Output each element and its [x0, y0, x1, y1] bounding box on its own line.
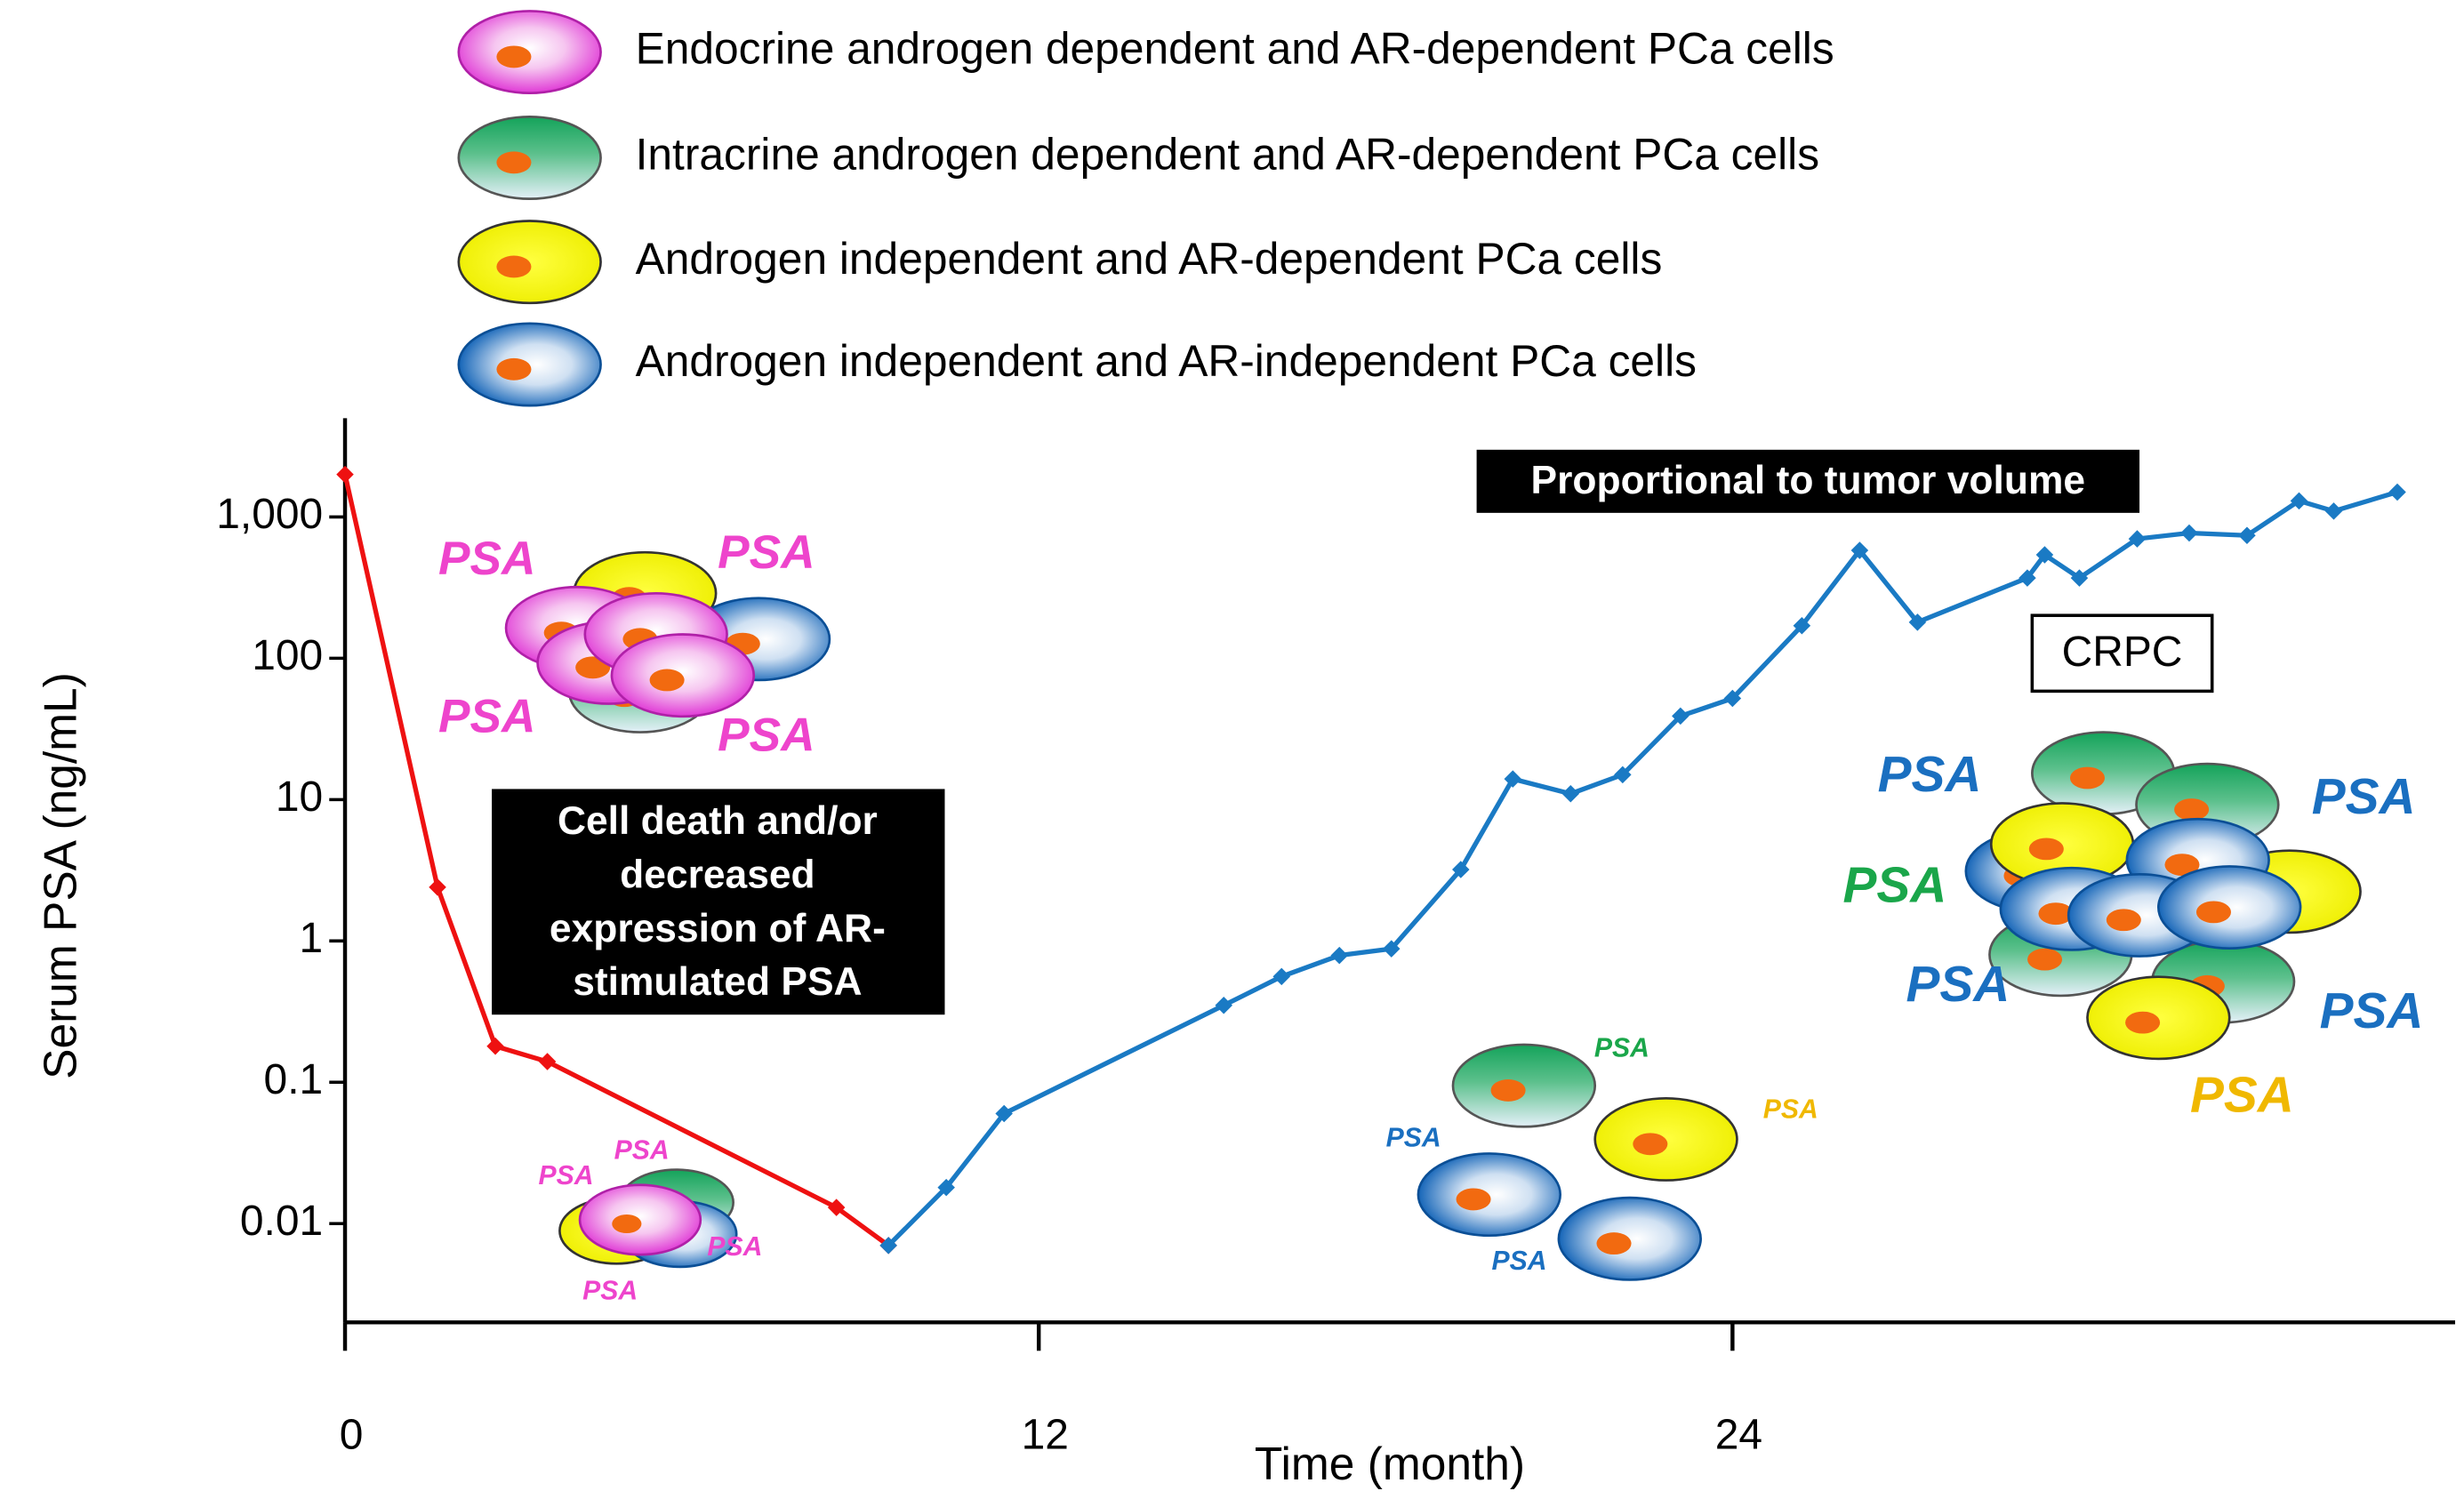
- cell-nucleus: [1490, 1079, 1526, 1102]
- legend-text: Intracrine androgen dependent and AR-dep…: [636, 130, 1819, 180]
- data-point: [2324, 502, 2343, 520]
- data-point: [1272, 967, 1291, 986]
- series-line: [342, 474, 890, 1248]
- legend-text: Endocrine androgen dependent and AR-depe…: [636, 24, 1834, 74]
- cell-nucleus: [2069, 766, 2106, 790]
- cell-nucleus: [496, 151, 532, 174]
- psa-label: PSA: [1763, 1094, 1818, 1124]
- cell-nucleus: [1633, 1133, 1668, 1156]
- psa-label: PSA: [718, 709, 815, 762]
- cell-nucleus: [496, 357, 532, 381]
- psa-label: PSA: [2190, 1067, 2294, 1123]
- cell: [610, 633, 756, 718]
- data-point: [1561, 785, 1580, 803]
- cell-nucleus: [496, 255, 532, 278]
- data-point: [2290, 492, 2308, 510]
- data-point: [486, 1037, 504, 1055]
- data-point: [2388, 483, 2406, 501]
- psa-label: PSA: [1878, 747, 1982, 803]
- y-tick-label: 1: [300, 915, 324, 962]
- y-axis-title: Serum PSA (ng/mL): [35, 672, 86, 1079]
- cell-illustrations: [457, 10, 2362, 1281]
- annotation-text: expression of AR-: [550, 907, 886, 950]
- cell: [1451, 1043, 1597, 1128]
- annotation-box: [1476, 449, 2140, 513]
- psa-label: PSA: [2320, 983, 2424, 1039]
- y-tick-label: 0.01: [240, 1198, 323, 1245]
- psa-label: PSA: [614, 1136, 670, 1166]
- x-tick-label: 24: [1715, 1412, 1762, 1459]
- y-tick-label: 1,000: [216, 491, 323, 538]
- x-tick-label: 12: [1022, 1412, 1069, 1459]
- cell-nucleus: [2125, 1011, 2161, 1034]
- legend-text: Androgen independent and AR-dependent PC…: [636, 234, 1663, 284]
- annotation-text: decreased: [620, 854, 815, 897]
- cell-nucleus: [2038, 902, 2074, 926]
- cell-nucleus: [2106, 909, 2141, 932]
- data-point: [538, 1053, 557, 1070]
- data-point: [336, 465, 354, 484]
- y-tick-label: 10: [276, 774, 323, 821]
- annotation-text: Cell death and/or: [558, 799, 878, 843]
- cell-nucleus: [496, 45, 532, 68]
- psa-label: PSA: [2312, 769, 2416, 825]
- annotation-box: [492, 789, 945, 1015]
- annotation-box: [2030, 613, 2214, 693]
- psa-label: PSA: [1492, 1246, 1547, 1276]
- cell: [457, 10, 602, 95]
- cell: [2086, 975, 2231, 1061]
- cell: [2157, 865, 2302, 950]
- data-point: [2019, 569, 2036, 587]
- cell-nucleus: [2027, 948, 2063, 971]
- cell-nucleus: [1596, 1232, 1632, 1255]
- cell: [1417, 1152, 1562, 1238]
- psa-label: PSA: [438, 690, 535, 742]
- cell: [578, 1183, 702, 1256]
- cell: [1593, 1096, 1738, 1182]
- cell-nucleus: [612, 1214, 642, 1234]
- cell: [457, 220, 602, 305]
- cell-nucleus: [2174, 798, 2210, 821]
- data-point: [1330, 946, 1349, 965]
- cell: [457, 322, 602, 407]
- data-point: [429, 878, 446, 896]
- psa-label: PSA: [1594, 1033, 1649, 1062]
- legend-text: Androgen independent and AR-independent …: [636, 336, 1697, 386]
- cell-nucleus: [2195, 901, 2231, 924]
- cell-nucleus: [2164, 854, 2200, 877]
- x-axis-title: Time (month): [1255, 1438, 1525, 1489]
- annotation-text: CRPC: [2062, 629, 2183, 676]
- x-tick-label: 0: [340, 1412, 364, 1459]
- annotation-text: stimulated PSA: [573, 960, 862, 1004]
- y-tick-label: 0.1: [264, 1056, 324, 1103]
- y-tick-label: 100: [252, 632, 323, 679]
- data-point: [1215, 997, 1232, 1014]
- cell-nucleus: [1456, 1188, 1491, 1211]
- cell: [1557, 1196, 1702, 1281]
- annotation-text: Proportional to tumor volume: [1531, 459, 2086, 502]
- data-point: [1614, 766, 1632, 784]
- psa-label: PSA: [718, 526, 815, 579]
- data-point: [2180, 524, 2198, 542]
- psa-label: PSA: [582, 1277, 638, 1306]
- cell-nucleus: [649, 669, 685, 692]
- psa-label: PSA: [538, 1161, 593, 1190]
- psa-label: PSA: [1843, 857, 1947, 913]
- psa-label: PSA: [438, 533, 535, 585]
- psa-label: PSA: [1386, 1123, 1441, 1152]
- cell-nucleus: [2028, 838, 2064, 861]
- data-point: [2238, 526, 2256, 544]
- psa-label: PSA: [707, 1232, 762, 1262]
- cell: [457, 116, 602, 200]
- psa-label: PSA: [1906, 957, 2011, 1013]
